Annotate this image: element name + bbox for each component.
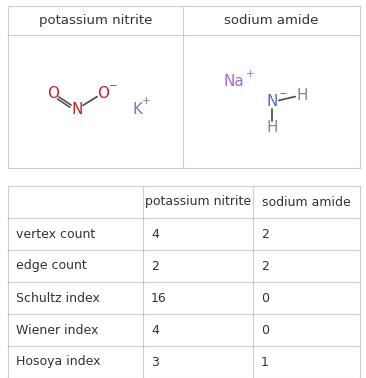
Text: sodium amide: sodium amide (262, 195, 351, 209)
Text: Hosoya index: Hosoya index (16, 355, 101, 369)
Text: Schultz index: Schultz index (16, 291, 100, 305)
Text: potassium nitrite: potassium nitrite (39, 14, 152, 27)
Text: 3: 3 (151, 355, 159, 369)
Text: H: H (296, 87, 308, 102)
Text: 4: 4 (151, 228, 159, 240)
Text: 2: 2 (151, 260, 159, 273)
Text: 0: 0 (261, 291, 269, 305)
Text: H: H (266, 121, 278, 135)
Text: K: K (132, 102, 142, 116)
Text: O: O (47, 85, 59, 101)
Text: Na: Na (224, 74, 244, 90)
Text: 1: 1 (261, 355, 269, 369)
Text: edge count: edge count (16, 260, 87, 273)
Text: +: + (246, 69, 254, 79)
Text: 2: 2 (261, 228, 269, 240)
Text: vertex count: vertex count (16, 228, 95, 240)
Text: 4: 4 (151, 324, 159, 336)
Text: N: N (71, 102, 83, 116)
Text: 2: 2 (261, 260, 269, 273)
Text: N: N (266, 94, 278, 110)
Text: 0: 0 (261, 324, 269, 336)
Text: +: + (142, 96, 150, 106)
Text: O: O (97, 85, 109, 101)
Text: −: − (109, 81, 117, 91)
Text: Wiener index: Wiener index (16, 324, 98, 336)
Text: −: − (279, 89, 287, 99)
Text: potassium nitrite: potassium nitrite (145, 195, 251, 209)
Text: sodium amide: sodium amide (224, 14, 319, 27)
Text: 16: 16 (151, 291, 167, 305)
